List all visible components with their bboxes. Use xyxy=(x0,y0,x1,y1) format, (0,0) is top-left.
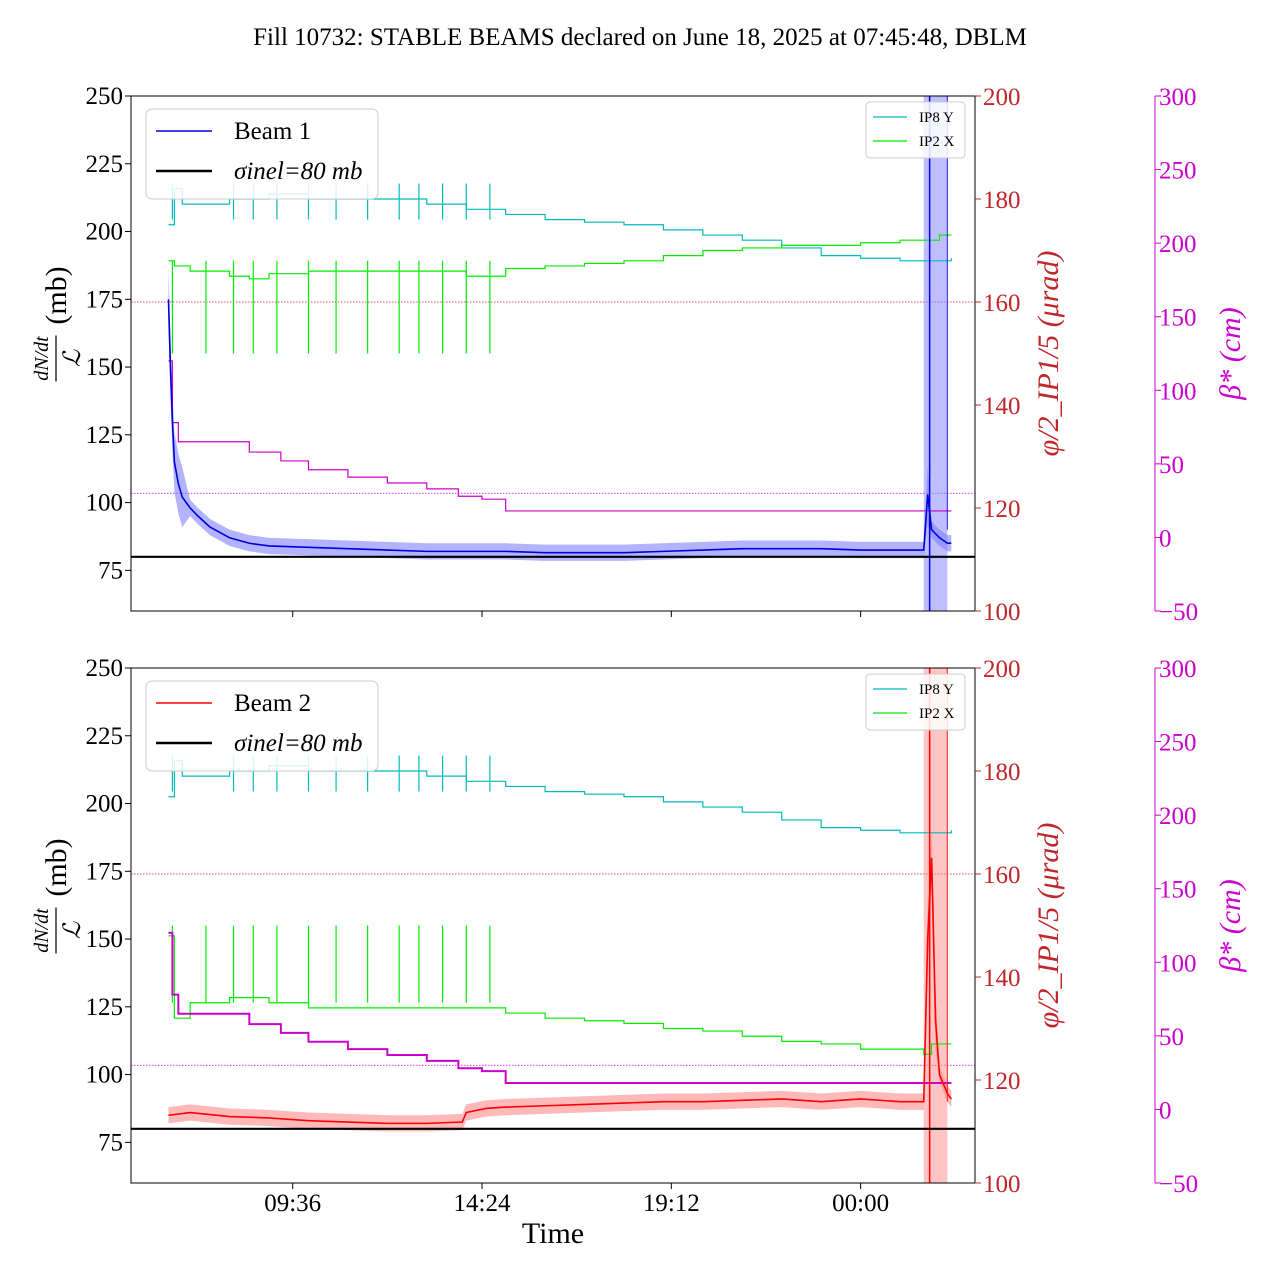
top-ytick-label: 75 xyxy=(98,557,123,584)
top-ytick-label: 200 xyxy=(86,219,124,246)
top-ylabel-unit: (mb) xyxy=(40,266,73,324)
bottom-y3tick-label: 300 xyxy=(1159,656,1197,683)
top-legend-secondary: IP8 Y IP2 X xyxy=(865,101,966,159)
top-y2tick-label: 180 xyxy=(983,187,1021,214)
bottom-ytick-label: 200 xyxy=(86,791,124,818)
top-beam-line xyxy=(167,299,952,554)
bottom-xtick-label: 19:12 xyxy=(643,1190,700,1217)
top-y3label: β* (cm) xyxy=(1214,307,1247,400)
bottom-legend-ip8y-label: IP8 Y xyxy=(919,682,954,698)
bottom-ylabel-unit: (mb) xyxy=(40,838,73,896)
top-plot-frame xyxy=(130,95,976,612)
top-ytick-label: 225 xyxy=(86,151,124,178)
bottom-y3tick-label: 100 xyxy=(1159,950,1197,977)
bottom-y3tick-label: 200 xyxy=(1159,803,1197,830)
bottom-beta-line xyxy=(168,931,952,1084)
top-y3tick-label: 300 xyxy=(1159,84,1197,111)
bottom-ylabel: dN/dt ℒ (mb) xyxy=(31,838,86,954)
bottom-xtick-label: 14:24 xyxy=(454,1190,511,1217)
top-legend-sigma-label: σinel=80 mb xyxy=(234,158,363,185)
top-y2label: φ/2_IP1/5 (μrad) xyxy=(1032,251,1065,457)
top-y3tick-label: 200 xyxy=(1159,231,1197,258)
bottom-ytick-label: 75 xyxy=(98,1129,123,1156)
bottom-legend-secondary: IP8 Y IP2 X xyxy=(865,673,966,731)
top-y2tick-label: 120 xyxy=(983,496,1021,523)
top-legend-main: Beam 1 σinel=80 mb xyxy=(145,108,379,200)
bottom-y3label: β* (cm) xyxy=(1214,879,1247,972)
bottom-xtick-label: 00:00 xyxy=(832,1190,889,1217)
bottom-y3tick-label: 250 xyxy=(1159,730,1197,757)
x-axis-label: Time xyxy=(522,1217,584,1250)
top-y3tick-label: 0 xyxy=(1159,525,1172,552)
top-y2tick-label: 160 xyxy=(983,290,1021,317)
top-ip8y-line xyxy=(168,188,952,262)
top-y3tick-label: 100 xyxy=(1159,378,1197,405)
bottom-y2tick-label: 160 xyxy=(983,862,1021,889)
top-y2tick-label: 200 xyxy=(983,84,1021,111)
panel-bottom: 75 100 125 150 175 200 225 250 100 120 140 160 180 20… xyxy=(31,655,1247,1217)
bottom-ytick-label: 100 xyxy=(86,1062,124,1089)
top-legend-ip2x-label: IP2 X xyxy=(919,134,955,150)
bottom-ytick-label: 175 xyxy=(86,858,124,885)
top-y3tick-label: 50 xyxy=(1159,452,1184,479)
bottom-y3tick-label: 50 xyxy=(1159,1024,1184,1051)
bottom-legend-main: Beam 2 σinel=80 mb xyxy=(145,680,379,772)
top-ytick-label: 250 xyxy=(86,83,124,110)
top-y3tick-label: 250 xyxy=(1159,158,1197,185)
top-ytick-label: 150 xyxy=(86,354,124,381)
top-ytick-label: 125 xyxy=(86,422,124,449)
bottom-ip8y-line xyxy=(168,760,952,834)
bottom-ytick-label: 225 xyxy=(86,723,124,750)
top-legend-ip8y-label: IP8 Y xyxy=(919,110,954,126)
top-ylabel-numerator: dN/dt xyxy=(31,336,53,381)
bottom-legend2-box xyxy=(865,673,966,731)
bottom-y2tick-label: 100 xyxy=(983,1171,1021,1198)
bottom-plot-frame xyxy=(130,667,976,1184)
figure-title: Fill 10732: STABLE BEAMS declared on Jun… xyxy=(253,24,1027,51)
bottom-ytick-label: 150 xyxy=(86,926,124,953)
top-ylabel: dN/dt ℒ (mb) xyxy=(31,266,86,382)
bottom-beam-band xyxy=(168,827,952,1132)
top-legend-beam-label: Beam 1 xyxy=(234,118,311,145)
bottom-legend-sigma-label: σinel=80 mb xyxy=(234,730,363,757)
top-ytick-label: 100 xyxy=(86,490,124,517)
top-legend2-box xyxy=(865,101,966,159)
bottom-y3tick-label: 150 xyxy=(1159,877,1197,904)
top-ytick-label: 175 xyxy=(86,286,124,313)
top-ip2x-line xyxy=(168,234,952,280)
top-ylabel-denominator: ℒ xyxy=(60,349,86,367)
bottom-y2tick-label: 120 xyxy=(983,1068,1021,1095)
top-y2tick-label: 140 xyxy=(983,393,1021,420)
bottom-legend-beam-label: Beam 2 xyxy=(234,690,311,717)
bottom-legend-ip2x-label: IP2 X xyxy=(919,706,955,722)
top-y3tick-label: 150 xyxy=(1159,305,1197,332)
panel-top: 75 100 125 150 175 200 225 250 100 120 140 160 180 20… xyxy=(31,83,1247,626)
bottom-dump-band xyxy=(923,668,948,1183)
bottom-y2label: φ/2_IP1/5 (μrad) xyxy=(1032,823,1065,1029)
bottom-ytick-label: 250 xyxy=(86,655,124,682)
top-y2tick-label: 100 xyxy=(983,599,1021,626)
bottom-ip2x-line xyxy=(168,935,952,1055)
bottom-y2tick-label: 200 xyxy=(983,656,1021,683)
top-beta-line xyxy=(168,360,952,512)
bottom-y2tick-label: 180 xyxy=(983,759,1021,786)
bottom-xtick-label: 09:36 xyxy=(264,1190,321,1217)
bottom-ylabel-numerator: dN/dt xyxy=(31,908,53,953)
top-beam-band xyxy=(168,269,952,561)
bottom-ylabel-denominator: ℒ xyxy=(60,921,86,939)
bottom-ytick-label: 125 xyxy=(86,994,124,1021)
bottom-y3tick-label: 0 xyxy=(1159,1097,1172,1124)
bottom-y2tick-label: 140 xyxy=(983,965,1021,992)
top-y3tick-label: −50 xyxy=(1159,599,1198,626)
bottom-y3tick-label: −50 xyxy=(1159,1171,1198,1198)
